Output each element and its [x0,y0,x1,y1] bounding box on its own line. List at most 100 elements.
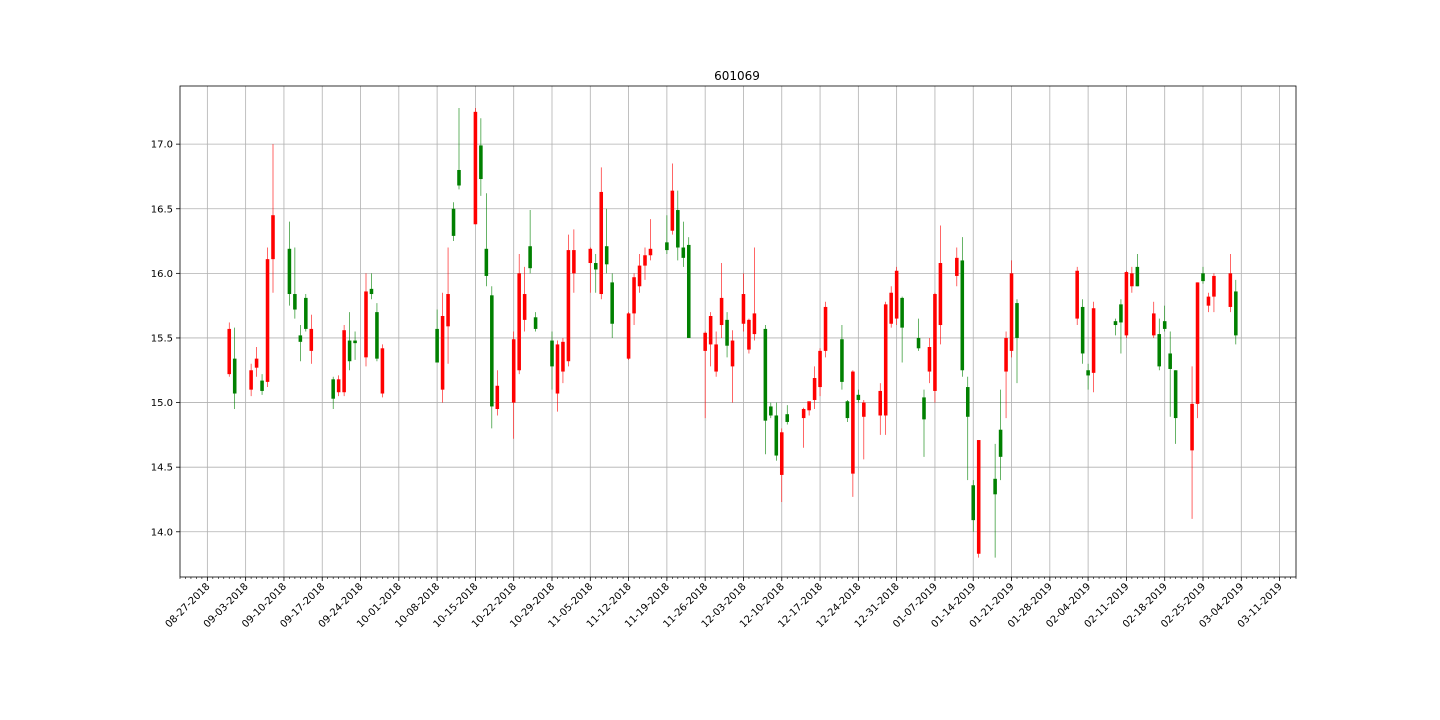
candle [1228,253,1233,313]
candle-body [976,440,981,554]
candle [298,325,303,362]
candle-body [517,273,521,371]
candle [632,273,636,326]
y-tick-label: 16.5 [151,204,173,215]
candle-body [648,248,653,256]
candle-body [1075,270,1079,319]
candle-body [265,259,270,382]
candle-body [632,277,636,314]
candle-body [1151,313,1156,336]
candle-body [533,317,538,329]
candle-body [1080,306,1085,354]
candle [856,389,861,403]
candle-body [769,406,773,416]
candle [561,337,565,384]
candle [342,325,346,397]
candle [894,266,899,326]
candle-body [703,332,707,351]
candle-body [774,415,779,456]
candle [714,331,718,377]
candle-body [643,255,647,266]
candle [1113,318,1118,336]
candle-body [528,246,532,269]
candle [840,325,844,390]
candle [347,312,352,371]
candle [440,292,445,403]
candle [883,301,888,435]
candle [604,208,609,274]
candle [610,273,614,338]
candle [965,376,970,481]
candle [774,402,779,461]
candle [1135,253,1140,287]
candle [1151,301,1156,338]
candle [801,407,806,448]
candle [265,247,270,388]
candle [1124,270,1129,338]
candle-body [309,328,314,351]
candle [938,225,943,345]
candle [626,312,631,360]
candle-body [807,401,811,411]
candle-body [610,282,614,324]
candle-body [676,210,680,248]
candle [1080,299,1085,364]
candle-body [588,248,593,264]
candle-body [561,341,565,372]
candle [1190,366,1194,519]
candle [643,247,647,280]
candle [916,318,921,351]
candle [1015,299,1019,384]
candle [845,399,850,422]
candle-body [1201,273,1205,282]
candle-body [894,270,899,319]
y-tick-label: 15.0 [151,398,173,409]
candle [249,363,253,397]
candle [533,312,538,332]
candle [971,480,976,532]
candle [955,247,959,287]
candle-body [484,248,489,276]
candle [933,292,937,403]
candle-body [681,247,686,258]
candle [812,366,817,410]
candle-body [380,348,385,394]
candle-body [555,344,560,394]
candle [517,253,521,375]
candle-body [336,379,341,393]
candle-body [572,250,576,274]
candle [1212,273,1216,313]
candle-body [719,297,724,326]
candle [747,318,751,354]
candle-body [965,387,970,417]
candle [555,340,560,412]
candle [1091,301,1096,393]
candle [889,286,893,328]
candle-body [511,339,516,403]
candle-body [479,145,483,180]
candle [375,303,379,362]
candle [353,331,357,360]
candle [851,370,855,497]
candle-body [347,340,352,362]
candle [1206,292,1211,313]
chart-title: 601069 [714,69,760,83]
y-axis: 14.0 14.5 15.0 15.5 16.0 16.5 17.0 [151,140,180,538]
candle-body [752,313,757,335]
y-tick-label: 17.0 [151,140,173,151]
candle-body [1162,321,1167,329]
candle [922,389,926,457]
candle-body [342,330,346,393]
candle-body [889,292,893,324]
candle-body [446,294,450,327]
candle [670,163,675,235]
candle [522,266,527,332]
y-tick-label: 14.0 [151,527,173,538]
candle-body [938,263,943,326]
candle [823,301,828,358]
candle-body [1004,337,1008,372]
candle-body [993,478,997,495]
candle [260,374,264,395]
candle [769,402,773,419]
